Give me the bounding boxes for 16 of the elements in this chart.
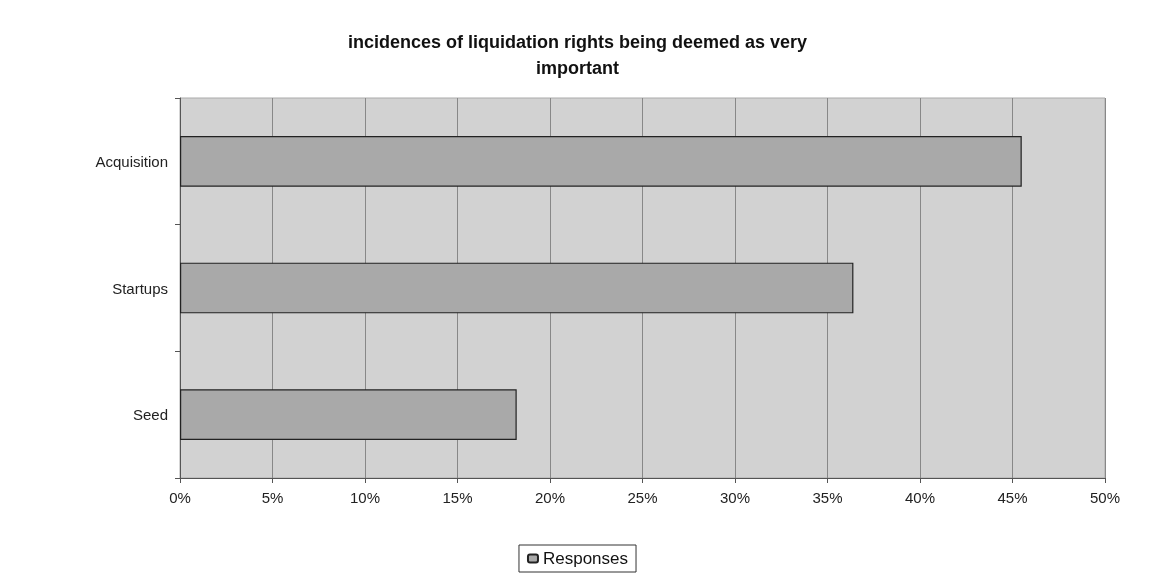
x-tick-label: 40% (904, 489, 936, 506)
x-tick-label: 10% (349, 489, 381, 506)
x-tick-label: 45% (997, 489, 1028, 506)
x-tick-label: 30% (719, 489, 751, 506)
x-tick-label: 50% (1089, 489, 1121, 506)
x-tick-label: 5% (261, 489, 284, 506)
y-tick-label: Seed (132, 406, 168, 424)
x-tick-label: 0% (169, 489, 191, 506)
chart-title: incidences of liquidation rights being deemed as very important (347, 32, 808, 78)
y-tick-label: Acquisition (95, 152, 168, 170)
x-tick-label: 20% (534, 489, 566, 506)
y-tick-label: Startups (112, 279, 168, 297)
x-tick-label: 35% (812, 489, 843, 506)
legend-label: Responses (542, 549, 629, 568)
x-tick-label: 25% (627, 489, 658, 506)
x-tick-label: 15% (442, 489, 473, 506)
